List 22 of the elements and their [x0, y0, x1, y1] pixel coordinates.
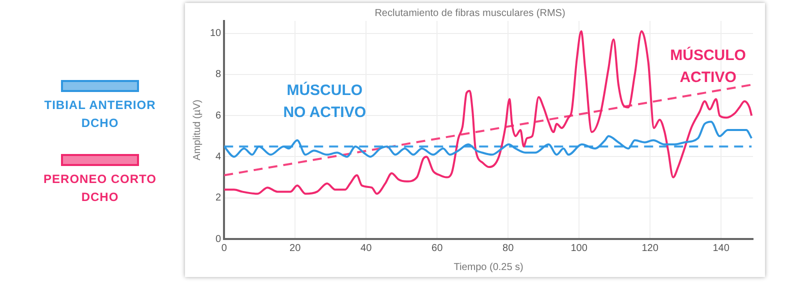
- x-tick-label: 60: [432, 242, 444, 254]
- y-axis-title: Amplitud (µV): [192, 100, 203, 160]
- y-tick-label: 6: [216, 110, 222, 122]
- annotation: MÚSCULO ACTIVO: [670, 46, 746, 86]
- chart-title: Reclutamiento de fibras musculares (RMS): [374, 8, 566, 19]
- x-axis-title: Tiempo (0.25 s): [454, 262, 524, 273]
- x-tick-label: 80: [502, 242, 514, 254]
- y-tick-label: 8: [216, 69, 222, 80]
- y-tick-label: 2: [216, 192, 222, 204]
- x-tick-label: 100: [570, 242, 588, 254]
- x-tick-label: 140: [712, 242, 730, 254]
- x-tick-label: 40: [360, 242, 372, 254]
- x-tick-label: 20: [290, 242, 302, 254]
- y-tick-label: 10: [210, 28, 222, 40]
- text: PERONEO CORTO DCHO: [42, 171, 158, 206]
- y-tick-label: 0: [216, 234, 222, 245]
- line-series: [224, 30, 753, 195]
- y-tick-label: 4: [216, 151, 222, 162]
- line-series: [224, 120, 753, 158]
- annotation: MÚSCULO NO ACTIVO: [283, 80, 366, 121]
- text: TIBIAL ANTERIOR DCHO: [43, 97, 157, 132]
- x-tick-label: 120: [642, 242, 659, 254]
